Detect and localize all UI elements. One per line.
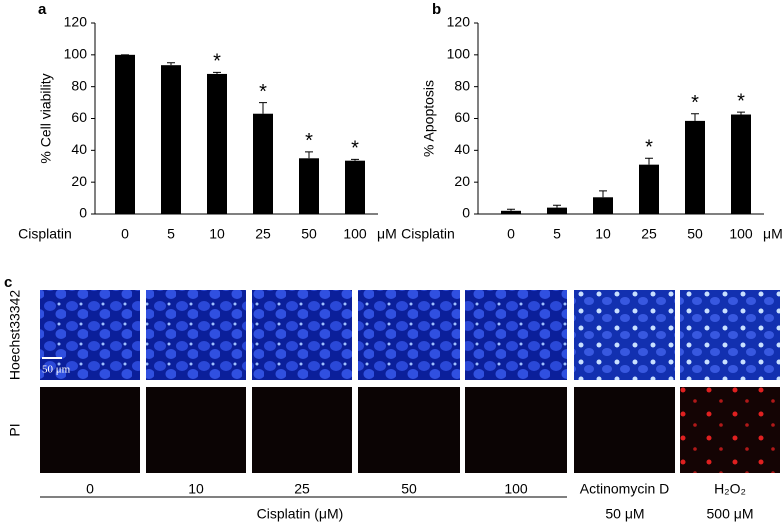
significance: * bbox=[691, 92, 699, 114]
pi-image bbox=[146, 387, 246, 473]
error-bar bbox=[259, 102, 267, 114]
panel-c: c Hoechst33342 PI Cisplatin (μM) 50 μM 5… bbox=[4, 274, 780, 522]
y-tick-label: 20 bbox=[71, 173, 87, 189]
y-tick-label: 80 bbox=[71, 77, 87, 93]
scale-bar-label: 50 μm bbox=[42, 364, 71, 376]
bar bbox=[299, 158, 319, 214]
panel-label: a bbox=[38, 1, 47, 18]
x-unit: μM bbox=[377, 226, 397, 242]
y-tick-label: 20 bbox=[454, 173, 470, 189]
y-tick-label: 60 bbox=[71, 109, 87, 125]
hoechst-image bbox=[680, 290, 780, 380]
bar bbox=[639, 164, 659, 214]
x-tick-label: 5 bbox=[553, 226, 561, 242]
x-tick-label: 50 bbox=[687, 226, 703, 242]
x-axis-label: Cisplatin bbox=[18, 226, 72, 242]
error-bar bbox=[351, 158, 359, 161]
column-label: H₂O₂ bbox=[714, 481, 746, 497]
column-label: 10 bbox=[188, 481, 204, 497]
x-tick-label: 100 bbox=[343, 226, 367, 242]
row-label: PI bbox=[7, 423, 23, 436]
pi-image bbox=[252, 387, 352, 473]
bar bbox=[593, 197, 613, 214]
bar bbox=[731, 114, 751, 214]
y-tick-label: 120 bbox=[447, 14, 471, 30]
hoechst-image bbox=[146, 290, 246, 380]
x-tick-label: 5 bbox=[167, 226, 175, 242]
dose-label: 500 μM bbox=[707, 506, 754, 522]
x-tick-label: 25 bbox=[255, 226, 271, 242]
pi-image bbox=[40, 387, 140, 473]
y-axis-label: % Cell viability bbox=[38, 73, 54, 163]
y-tick-label: 0 bbox=[462, 205, 470, 221]
panel-label: b bbox=[432, 1, 441, 18]
x-tick-label: 10 bbox=[595, 226, 611, 242]
panel-label: c bbox=[4, 274, 12, 291]
x-unit: μM bbox=[763, 226, 783, 242]
y-tick-label: 40 bbox=[71, 141, 87, 157]
significance: * bbox=[259, 81, 267, 103]
bar bbox=[207, 73, 227, 214]
error-bar bbox=[167, 62, 175, 66]
bar bbox=[345, 160, 365, 214]
y-tick-label: 100 bbox=[447, 46, 471, 62]
bar bbox=[685, 120, 705, 214]
y-tick-label: 0 bbox=[79, 205, 87, 221]
significance: * bbox=[305, 130, 313, 152]
significance: * bbox=[645, 137, 653, 159]
x-tick-label: 10 bbox=[209, 226, 225, 242]
hoechst-image bbox=[40, 290, 140, 380]
y-tick-label: 120 bbox=[64, 14, 88, 30]
significance: * bbox=[351, 138, 359, 160]
column-label: Actinomycin D bbox=[580, 481, 669, 497]
dose-label: 50 μM bbox=[605, 506, 644, 522]
error-bar bbox=[213, 71, 221, 74]
x-tick-label: 25 bbox=[641, 226, 657, 242]
bar bbox=[115, 54, 135, 215]
x-tick-label: 100 bbox=[729, 226, 753, 242]
y-tick-label: 60 bbox=[454, 109, 470, 125]
hoechst-image bbox=[465, 290, 567, 380]
error-bar bbox=[691, 113, 699, 121]
y-tick-label: 100 bbox=[64, 46, 88, 62]
pi-image bbox=[574, 387, 675, 473]
group-label: Cisplatin (μM) bbox=[257, 506, 344, 522]
bar bbox=[161, 65, 181, 214]
row-label: Hoechst33342 bbox=[7, 290, 23, 381]
pi-image bbox=[358, 387, 460, 473]
bar bbox=[501, 210, 521, 214]
significance: * bbox=[737, 90, 745, 112]
error-bar bbox=[305, 151, 313, 159]
hoechst-image bbox=[574, 290, 675, 380]
pi-image bbox=[465, 387, 567, 473]
bar bbox=[253, 113, 273, 214]
hoechst-image bbox=[358, 290, 460, 380]
y-axis-label: % Apoptosis bbox=[421, 80, 437, 157]
column-label: 100 bbox=[504, 481, 528, 497]
hoechst-image bbox=[252, 290, 352, 380]
column-label: 50 bbox=[401, 481, 417, 497]
y-tick-label: 80 bbox=[454, 77, 470, 93]
bar bbox=[547, 207, 567, 214]
x-tick-label: 0 bbox=[507, 226, 515, 242]
y-tick-label: 40 bbox=[454, 141, 470, 157]
error-bar bbox=[599, 190, 607, 198]
column-label: 25 bbox=[294, 481, 310, 497]
x-tick-label: 50 bbox=[301, 226, 317, 242]
column-label: 0 bbox=[86, 481, 94, 497]
pi-image bbox=[680, 387, 780, 473]
x-tick-label: 0 bbox=[121, 226, 129, 242]
x-axis-label: Cisplatin bbox=[401, 226, 455, 242]
error-bar bbox=[645, 157, 653, 165]
error-bar bbox=[737, 111, 745, 115]
error-bar bbox=[553, 204, 561, 208]
error-bar bbox=[507, 208, 515, 211]
significance: * bbox=[213, 51, 221, 73]
